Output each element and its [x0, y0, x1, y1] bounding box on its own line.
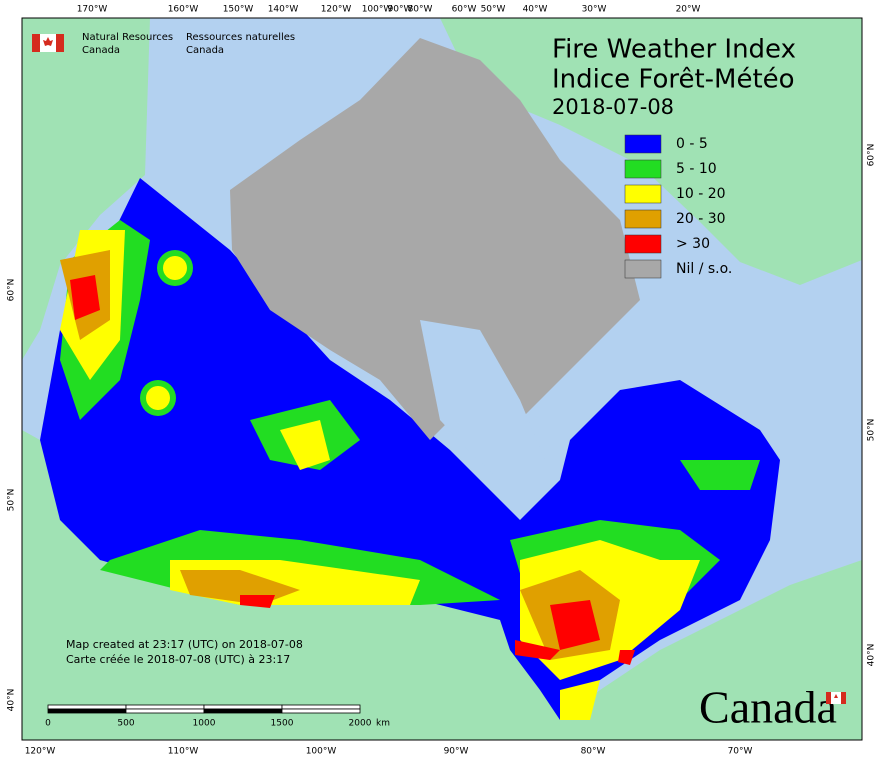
nrcan-flag — [32, 34, 64, 52]
longitude-label: 80°W — [581, 747, 606, 757]
legend-label: > 30 — [676, 236, 710, 252]
map-frame — [21, 17, 863, 741]
title: Fire Weather Index — [552, 35, 796, 65]
legend-swatch — [624, 134, 662, 154]
longitude-label: 40°W — [523, 5, 548, 15]
scale-unit: km — [376, 719, 390, 729]
fire-zone — [240, 595, 275, 608]
scale-segment — [125, 704, 205, 710]
legend-swatch — [624, 184, 662, 204]
longitude-label: 120°W — [25, 747, 56, 757]
fire-zone — [680, 460, 760, 490]
longitude-label: 60°W — [452, 5, 477, 15]
legend-label: 0 - 5 — [676, 136, 708, 152]
date: 2018-07-08 — [552, 95, 674, 119]
agency-en: Natural Resources — [82, 32, 173, 43]
longitude-label: 100°W — [362, 5, 393, 15]
legend-label: Nil / s.o. — [676, 261, 732, 277]
scale-label: 500 — [117, 719, 134, 729]
title: Indice Forêt-Météo — [552, 65, 795, 95]
scale-segment — [203, 704, 283, 710]
fire-zone — [550, 600, 600, 650]
longitude-label: 120°W — [321, 5, 352, 15]
agency-en: Canada — [82, 45, 120, 56]
legend-label: 20 - 30 — [676, 211, 726, 227]
longitude-label: 90°W — [444, 747, 469, 757]
scale-label: 0 — [45, 719, 51, 729]
fire-zone — [560, 680, 600, 720]
longitude-label: 150°W — [223, 5, 254, 15]
agency-fr: Ressources naturelles — [186, 32, 295, 43]
longitude-label: 50°W — [481, 5, 506, 15]
scale-segment — [281, 704, 361, 710]
longitude-label: 30°W — [582, 5, 607, 15]
agency-fr: Canada — [186, 45, 224, 56]
fire-zone — [146, 386, 170, 410]
fire-zones — [60, 220, 760, 720]
scale-segment — [281, 708, 361, 714]
longitude-label: 140°W — [268, 5, 299, 15]
longitude-label: 90°W — [388, 5, 413, 15]
credit: Map created at 23:17 (UTC) on 2018-07-08 — [66, 638, 303, 651]
wordmark-text: Canada — [699, 682, 837, 733]
scale-segment — [47, 704, 127, 710]
united-states — [22, 430, 862, 740]
fire-zone — [515, 640, 560, 660]
alaska — [22, 18, 150, 360]
legend-label: 5 - 10 — [676, 161, 717, 177]
credit: Carte créée le 2018-07-08 (UTC) à 23:17 — [66, 653, 290, 666]
fire-zone — [70, 275, 100, 320]
longitude-label: 110°W — [168, 747, 199, 757]
legend-swatch — [624, 209, 662, 229]
latitude-label: 50°N — [7, 489, 17, 512]
scale-segment — [47, 708, 127, 714]
scale-label: 2000 — [349, 719, 372, 729]
fire-zone — [163, 256, 187, 280]
fire-zone — [280, 420, 330, 470]
latitude-label: 40°N — [867, 644, 877, 667]
latitude-label: 50°N — [867, 419, 877, 442]
longitude-label: 160°W — [168, 5, 199, 15]
longitude-label: 70°W — [728, 747, 753, 757]
graticule-labels: 170°W 160°W 150°W 140°W 120°W 100°W90°W80°W 60… — [7, 5, 877, 757]
latitude-label: 60°N — [867, 144, 877, 167]
latitude-label: 60°N — [7, 279, 17, 302]
scale-segment — [203, 708, 283, 714]
scale-bar: 0 500 1000 1500 2000 km — [45, 704, 390, 729]
arctic-nil — [230, 38, 640, 440]
hudson-bay — [420, 320, 545, 485]
latitude-label: 40°N — [7, 689, 17, 712]
legend-label: 10 - 20 — [676, 186, 726, 202]
longitude-label: 80°W — [408, 5, 433, 15]
scale-label: 1000 — [193, 719, 216, 729]
fire-zone — [618, 650, 635, 665]
legend-swatch — [624, 159, 662, 179]
longitude-label: 170°W — [77, 5, 108, 15]
legend-swatch — [624, 234, 662, 254]
legend: 0 - 5 5 - 10 10 - 20 20 - 30 > 30 Nil / s.o. — [624, 134, 732, 279]
longitude-label: 20°W — [676, 5, 701, 15]
scale-segment — [125, 708, 205, 714]
scale-label: 1500 — [271, 719, 294, 729]
legend-swatch — [624, 259, 662, 279]
longitude-label: 100°W — [306, 747, 337, 757]
wordmark: Canada — [699, 682, 846, 733]
